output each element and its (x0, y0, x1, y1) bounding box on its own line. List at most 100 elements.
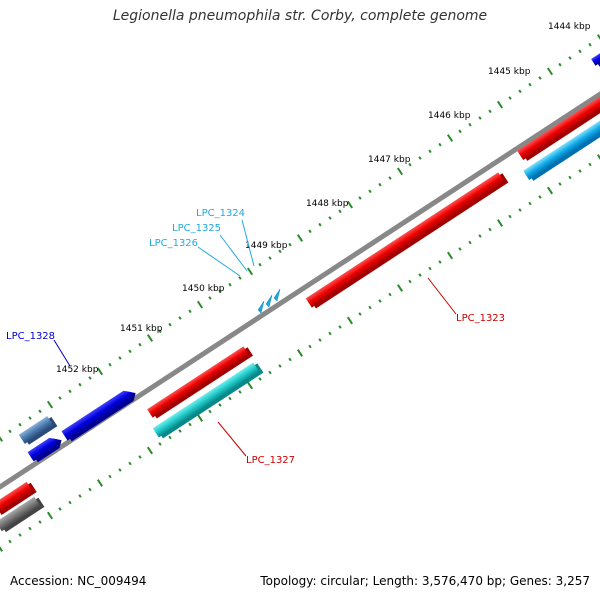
scale-label-1451: 1451 kbp (120, 324, 163, 334)
scale-tick (408, 279, 412, 284)
scale-tick (28, 416, 32, 420)
scale-tick (68, 500, 72, 505)
scale-tick (196, 414, 204, 422)
leader-lpc-1327 (217, 421, 247, 457)
scale-tick (596, 34, 600, 40)
scale-tick (418, 273, 422, 277)
scale-tick (128, 461, 132, 466)
gene-blue-large[interactable] (61, 386, 139, 443)
gene-top-right-red-face (517, 96, 600, 160)
gene-lpc-1327-forward[interactable] (147, 345, 254, 420)
gene-left-red[interactable] (0, 480, 37, 516)
scale-tick (38, 409, 42, 414)
gene-label-lpc-1326[interactable]: LPC_1326 (149, 238, 198, 249)
gene-edge-blue[interactable] (591, 49, 600, 69)
scale-label-1445: 1445 kbp (488, 67, 531, 77)
scale-tick (346, 316, 354, 325)
gene-left-red-face (0, 481, 33, 515)
inner-scale-ticks (0, 154, 600, 552)
scale-tick (458, 129, 462, 134)
scale-tick (518, 89, 522, 94)
scale-tick (568, 56, 572, 60)
scale-tick (346, 200, 354, 209)
gene-blue-small-face (27, 437, 58, 462)
gene-label-lpc-1323[interactable]: LPC_1323 (456, 313, 505, 324)
gene-label-lpc-1324[interactable]: LPC_1324 (196, 208, 245, 219)
gene-blue-small[interactable] (27, 433, 65, 464)
scale-tick (158, 329, 162, 334)
scale-label-1444: 1444 kbp (548, 22, 591, 32)
scale-tick (238, 276, 242, 280)
gene-lpc-1327[interactable] (152, 361, 264, 440)
gene-lpc-1323[interactable] (305, 171, 509, 310)
scale-tick (138, 455, 142, 459)
genome-summary-text: Topology: circular; Length: 3,576,470 bp… (260, 574, 590, 588)
gene-label-lpc-1325[interactable]: LPC_1325 (172, 223, 221, 234)
scale-tick (178, 429, 182, 433)
leader-lpc-1328 (53, 339, 71, 367)
gene-lpc-1323-face (305, 172, 505, 308)
scale-tick (96, 367, 104, 376)
leader-lpc-1326 (197, 246, 241, 277)
scale-tick (138, 342, 142, 347)
scale-tick (478, 116, 482, 120)
scale-label-1448: 1448 kbp (306, 199, 349, 209)
scale-tick (546, 186, 554, 195)
gene-lpc-1324-arrow[interactable] (273, 288, 281, 302)
scale-label-1446: 1446 kbp (428, 111, 471, 121)
scale-tick (288, 357, 292, 362)
scale-tick (208, 409, 212, 414)
scale-tick (58, 396, 62, 400)
gene-top-right-sky-face (523, 116, 600, 180)
scale-label-1452: 1452 kbp (56, 365, 99, 375)
scale-tick (238, 390, 242, 394)
scale-labels: 1444 kbp 1445 kbp 1446 kbp 1447 kbp 1448… (56, 22, 591, 375)
gene-left-grey[interactable] (0, 495, 45, 534)
scale-tick (468, 122, 472, 127)
scale-tick (188, 422, 192, 427)
scale-tick (78, 494, 82, 498)
gene-steel-small-face (18, 416, 54, 444)
gene-top-right-red[interactable] (517, 94, 600, 162)
scale-tick (328, 331, 332, 336)
scale-tick (308, 344, 312, 349)
scale-tick (458, 247, 462, 251)
gene-label-lpc-1327[interactable]: LPC_1327 (246, 455, 295, 466)
scale-tick (468, 240, 472, 245)
scale-tick (28, 526, 32, 531)
scale-tick (118, 356, 122, 360)
scale-tick (208, 296, 212, 300)
gene-steel-small[interactable] (18, 414, 58, 446)
accession-text: Accession: NC_009494 (10, 574, 147, 588)
scale-tick (88, 376, 92, 380)
scale-tick (88, 487, 92, 492)
gene-lpc-1326-arrow[interactable] (257, 300, 265, 314)
scale-tick (438, 142, 442, 147)
gene-label-lpc-1328[interactable]: LPC_1328 (6, 331, 55, 342)
scale-tick (246, 267, 254, 276)
outer-scale-ticks (0, 34, 600, 442)
leader-lpc-1324 (241, 219, 255, 267)
scale-tick (168, 435, 172, 440)
scale-tick (396, 167, 404, 176)
scale-tick (496, 100, 504, 109)
scale-tick (318, 338, 322, 342)
scale-tick (578, 169, 582, 173)
scale-tick (496, 219, 504, 227)
scale-tick (0, 436, 4, 442)
scale-tick (488, 109, 492, 114)
scale-tick (46, 400, 54, 409)
scale-tick (558, 182, 562, 186)
scale-tick (258, 262, 262, 267)
gene-lpc-1325-arrow[interactable] (265, 294, 273, 308)
scale-tick (338, 209, 342, 214)
gene-blue-large-face (61, 390, 132, 441)
scale-tick (178, 316, 182, 320)
scale-tick (18, 422, 22, 427)
gene-top-right-sky[interactable] (523, 114, 600, 182)
scale-tick (446, 251, 454, 260)
scale-tick (538, 195, 542, 199)
scale-tick (128, 349, 132, 354)
scale-tick (368, 305, 372, 310)
